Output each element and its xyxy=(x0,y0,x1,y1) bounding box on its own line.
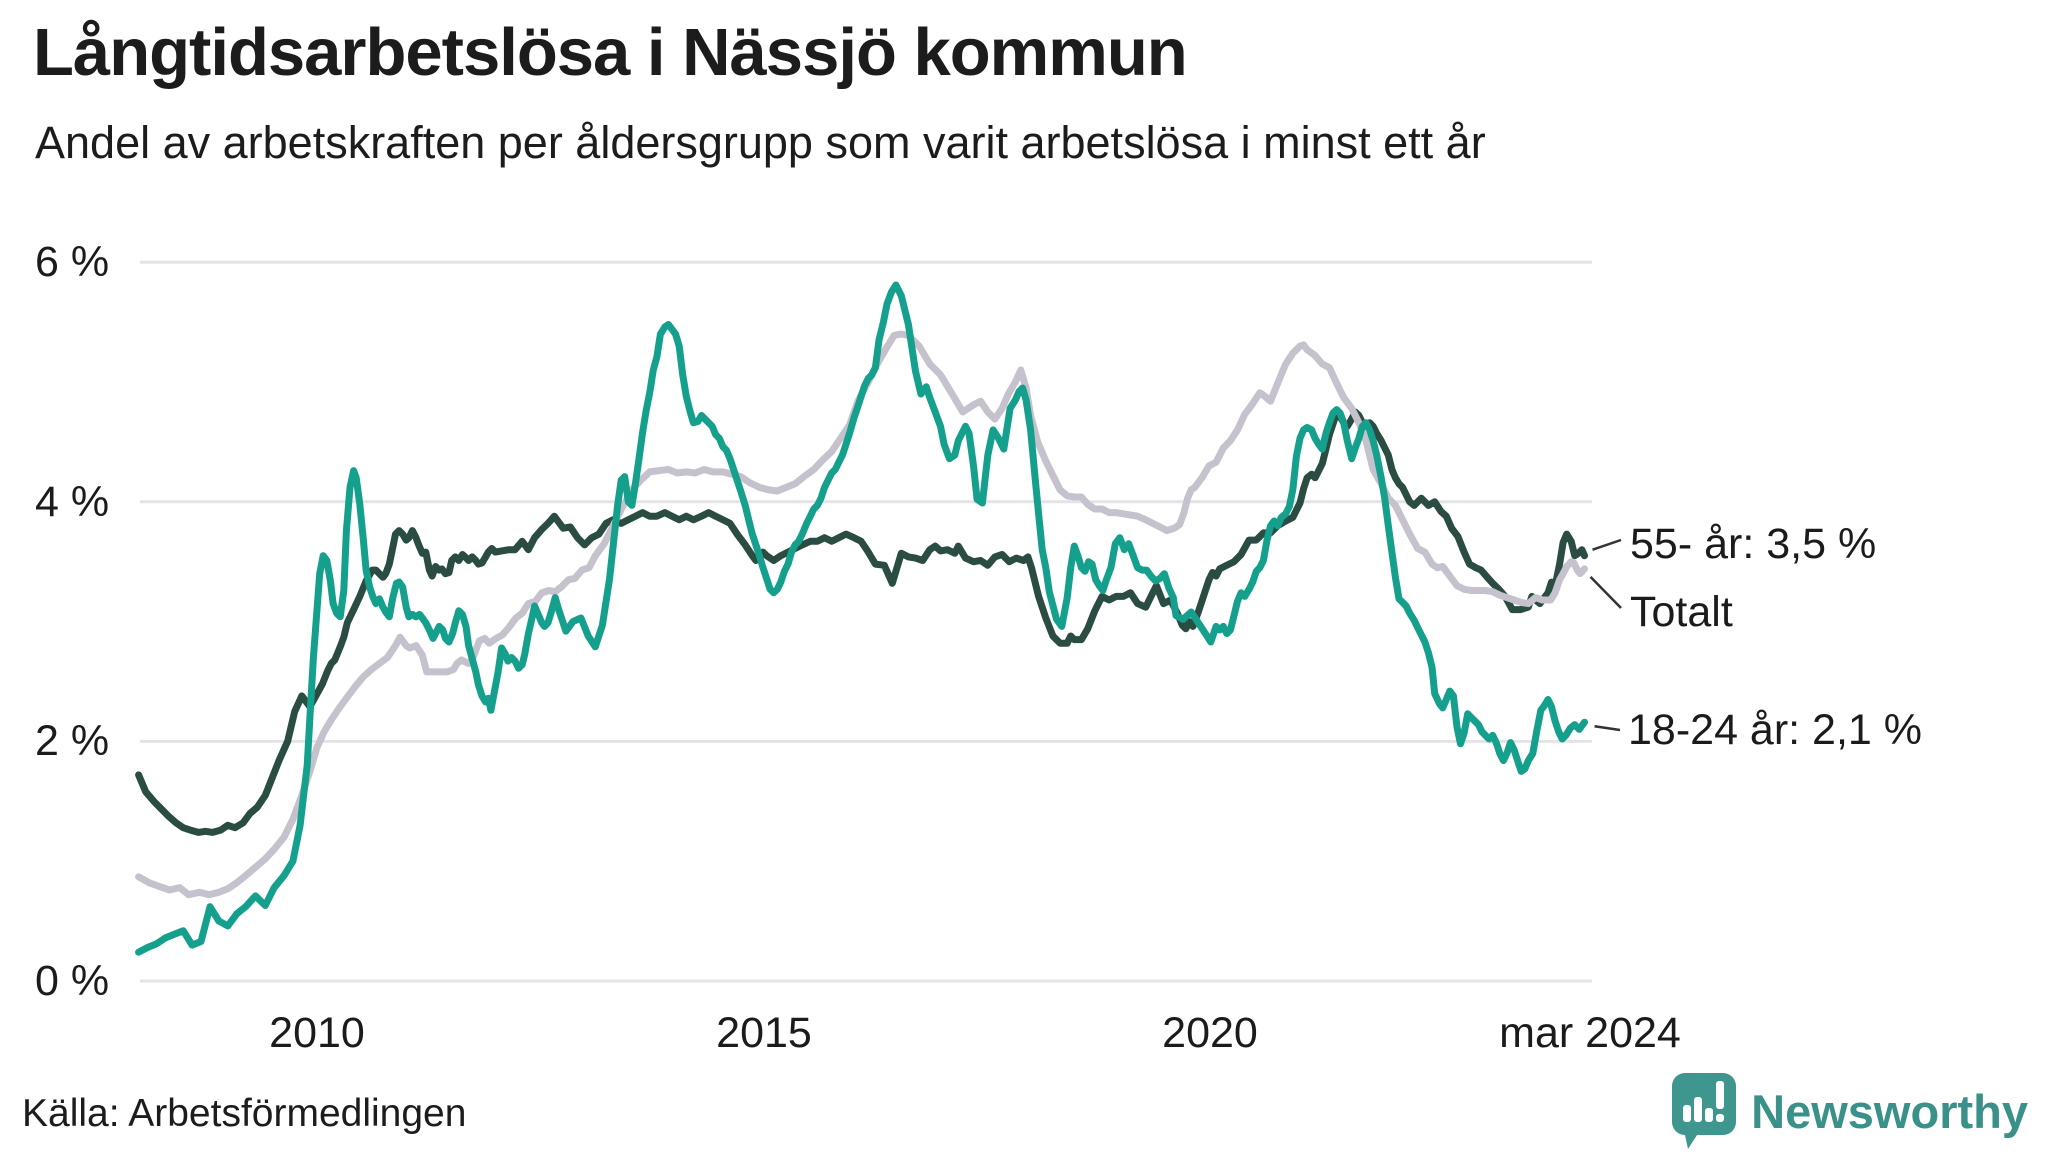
series-line-55-r xyxy=(135,408,1588,836)
y-axis-label-2: 2 % xyxy=(35,717,110,765)
x-axis-label-mar-2024: mar 2024 xyxy=(1499,1009,1681,1057)
brand-wordmark: Newsworthy xyxy=(1751,1084,2028,1138)
page-title: Långtidsarbetslösa i Nässjö kommun xyxy=(33,15,1188,90)
series-label-55-ar: 55- år: 3,5 % xyxy=(1630,520,1877,568)
leader-line-55-ar xyxy=(1592,538,1622,551)
series-label-18-24-ar: 18-24 år: 2,1 % xyxy=(1628,706,1923,754)
series-label-totalt: Totalt xyxy=(1630,588,1733,636)
y-axis-label-6: 6 % xyxy=(35,238,110,286)
leader-line-18-24-ar xyxy=(1594,724,1621,732)
series-line-18-24-r xyxy=(135,281,1588,956)
bar-3 xyxy=(1705,1108,1714,1122)
x-axis-label-2010: 2010 xyxy=(269,1009,365,1057)
newsworthy-icon xyxy=(1672,1073,1737,1149)
source-note: Källa: Arbetsförmedlingen xyxy=(22,1092,467,1135)
x-axis-label-2015: 2015 xyxy=(716,1009,812,1057)
y-axis-label-4: 4 % xyxy=(35,478,110,526)
series-line-totalt xyxy=(135,330,1588,899)
y-axis-label-0: 0 % xyxy=(35,957,110,1005)
leader-line-totalt xyxy=(1589,576,1622,609)
x-axis-label-2020: 2020 xyxy=(1162,1009,1258,1057)
speech-bubble-shape xyxy=(1672,1073,1737,1149)
brand-logo: Newsworthy xyxy=(1671,1073,2028,1149)
exclamation-dot xyxy=(1716,1114,1725,1122)
bar-1 xyxy=(1683,1105,1692,1122)
exclamation-bar xyxy=(1716,1081,1725,1109)
page-subtitle: Andel av arbetskraften per åldersgrupp s… xyxy=(35,117,1486,168)
bar-2 xyxy=(1694,1097,1703,1122)
